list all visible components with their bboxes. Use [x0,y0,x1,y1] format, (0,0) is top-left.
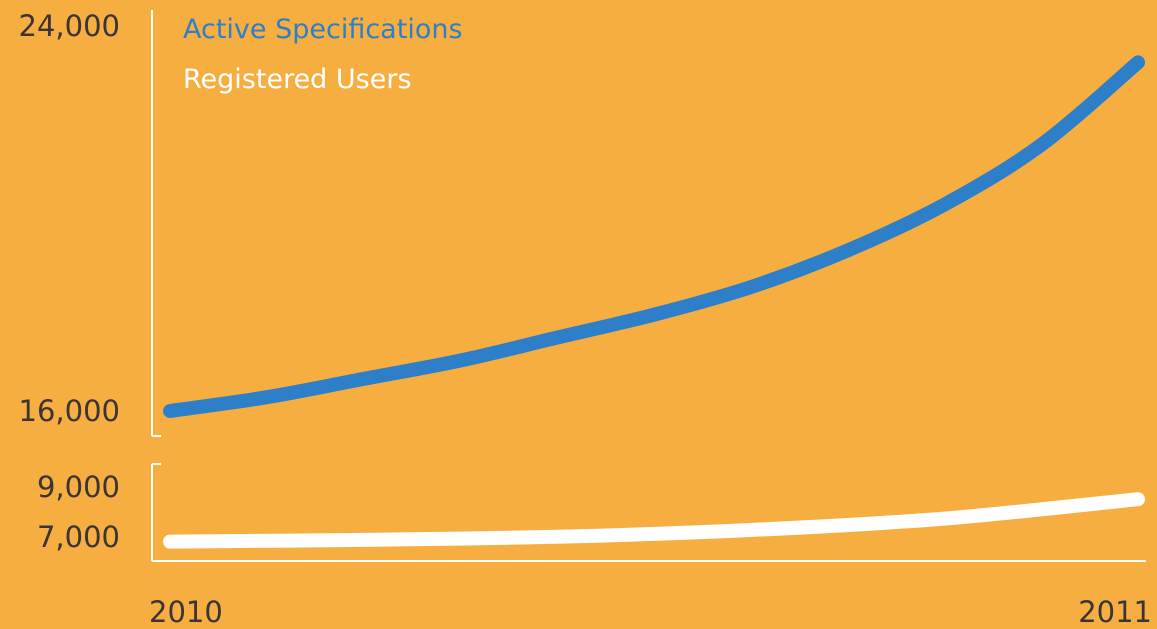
legend-item-registered-users: Registered Users [183,64,412,95]
legend-item-active-specifications: Active Specifications [183,14,463,45]
series-line-registered-users [163,492,1145,549]
y-tick-label: 24,000 [19,9,120,43]
x-tick-label: 2010 [149,595,223,629]
y-tick-label: 9,000 [37,470,120,504]
axes [151,10,1146,562]
y-tick-label: 7,000 [37,520,120,554]
y-tick-label: 16,000 [19,394,120,428]
series-line-active-specifications [163,55,1145,418]
x-tick-label: 2011 [1078,595,1152,629]
